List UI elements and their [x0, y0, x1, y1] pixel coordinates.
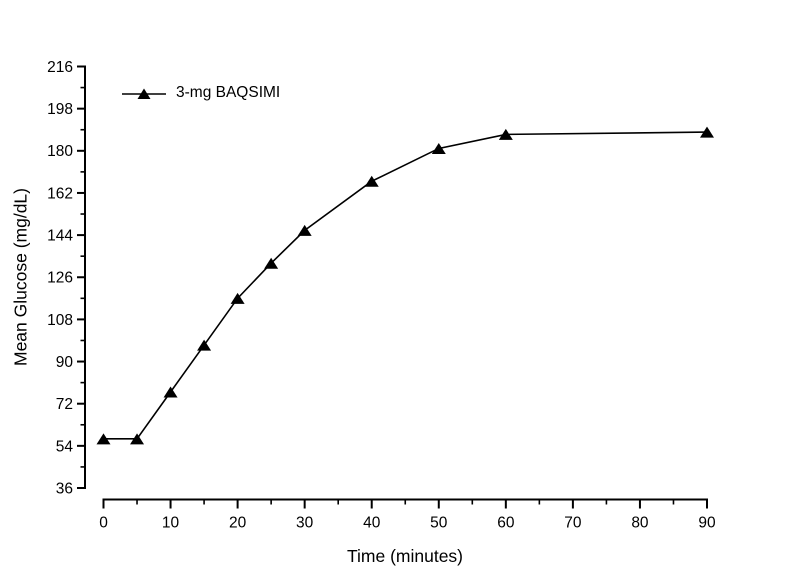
- data-point-marker: [197, 339, 212, 351]
- y-axis-title: Mean Glucose (mg/dL): [10, 188, 31, 366]
- y-tick-label: 198: [47, 101, 73, 118]
- data-point-marker: [230, 292, 245, 304]
- legend-line-triangle-icon: [122, 88, 166, 99]
- legend-label: 3-mg BAQSIMI: [176, 84, 281, 101]
- legend: 3-mg BAQSIMI: [121, 84, 280, 102]
- y-tick-label: 36: [56, 480, 73, 497]
- y-tick-label: 108: [47, 312, 73, 329]
- x-tick-label: 50: [430, 515, 448, 532]
- data-point-marker: [96, 433, 111, 445]
- y-axis: 36 54 72 90 108 126 144 162 180 198 216: [47, 59, 86, 497]
- data-point-marker: [700, 126, 714, 138]
- data-line: [103, 131, 708, 440]
- x-tick-label: 60: [497, 515, 515, 532]
- y-tick-label: 54: [56, 438, 74, 455]
- y-tick-label: 180: [47, 143, 73, 160]
- x-tick-label: 0: [99, 515, 108, 532]
- data-point-marker: [163, 386, 178, 398]
- x-tick-label: 40: [363, 515, 381, 532]
- x-tick-label: 90: [698, 515, 716, 532]
- data-point-marker: [264, 257, 279, 269]
- y-tick-label: 144: [47, 228, 73, 245]
- y-tick-label: 126: [47, 270, 73, 287]
- x-tick-label: 70: [564, 515, 582, 532]
- x-axis: 0 10 20 30 40 50 60 70 80 90: [99, 498, 716, 532]
- data-point-marker: [130, 433, 145, 445]
- data-point-marker: [364, 175, 379, 187]
- data-point-marker: [297, 224, 312, 236]
- y-tick-label: 216: [47, 59, 73, 76]
- y-tick-label: 72: [56, 396, 73, 413]
- x-tick-label: 20: [229, 515, 247, 532]
- series-3-mg-baqsimi: [96, 126, 714, 445]
- x-tick-label: 10: [162, 515, 180, 532]
- x-tick-label: 80: [631, 515, 649, 532]
- data-point-marker: [498, 128, 513, 140]
- data-point-marker: [431, 142, 446, 154]
- x-tick-label: 30: [296, 515, 314, 532]
- y-tick-label: 162: [47, 185, 73, 202]
- y-tick-label: 90: [56, 354, 74, 371]
- x-axis-title: Time (minutes): [346, 546, 464, 566]
